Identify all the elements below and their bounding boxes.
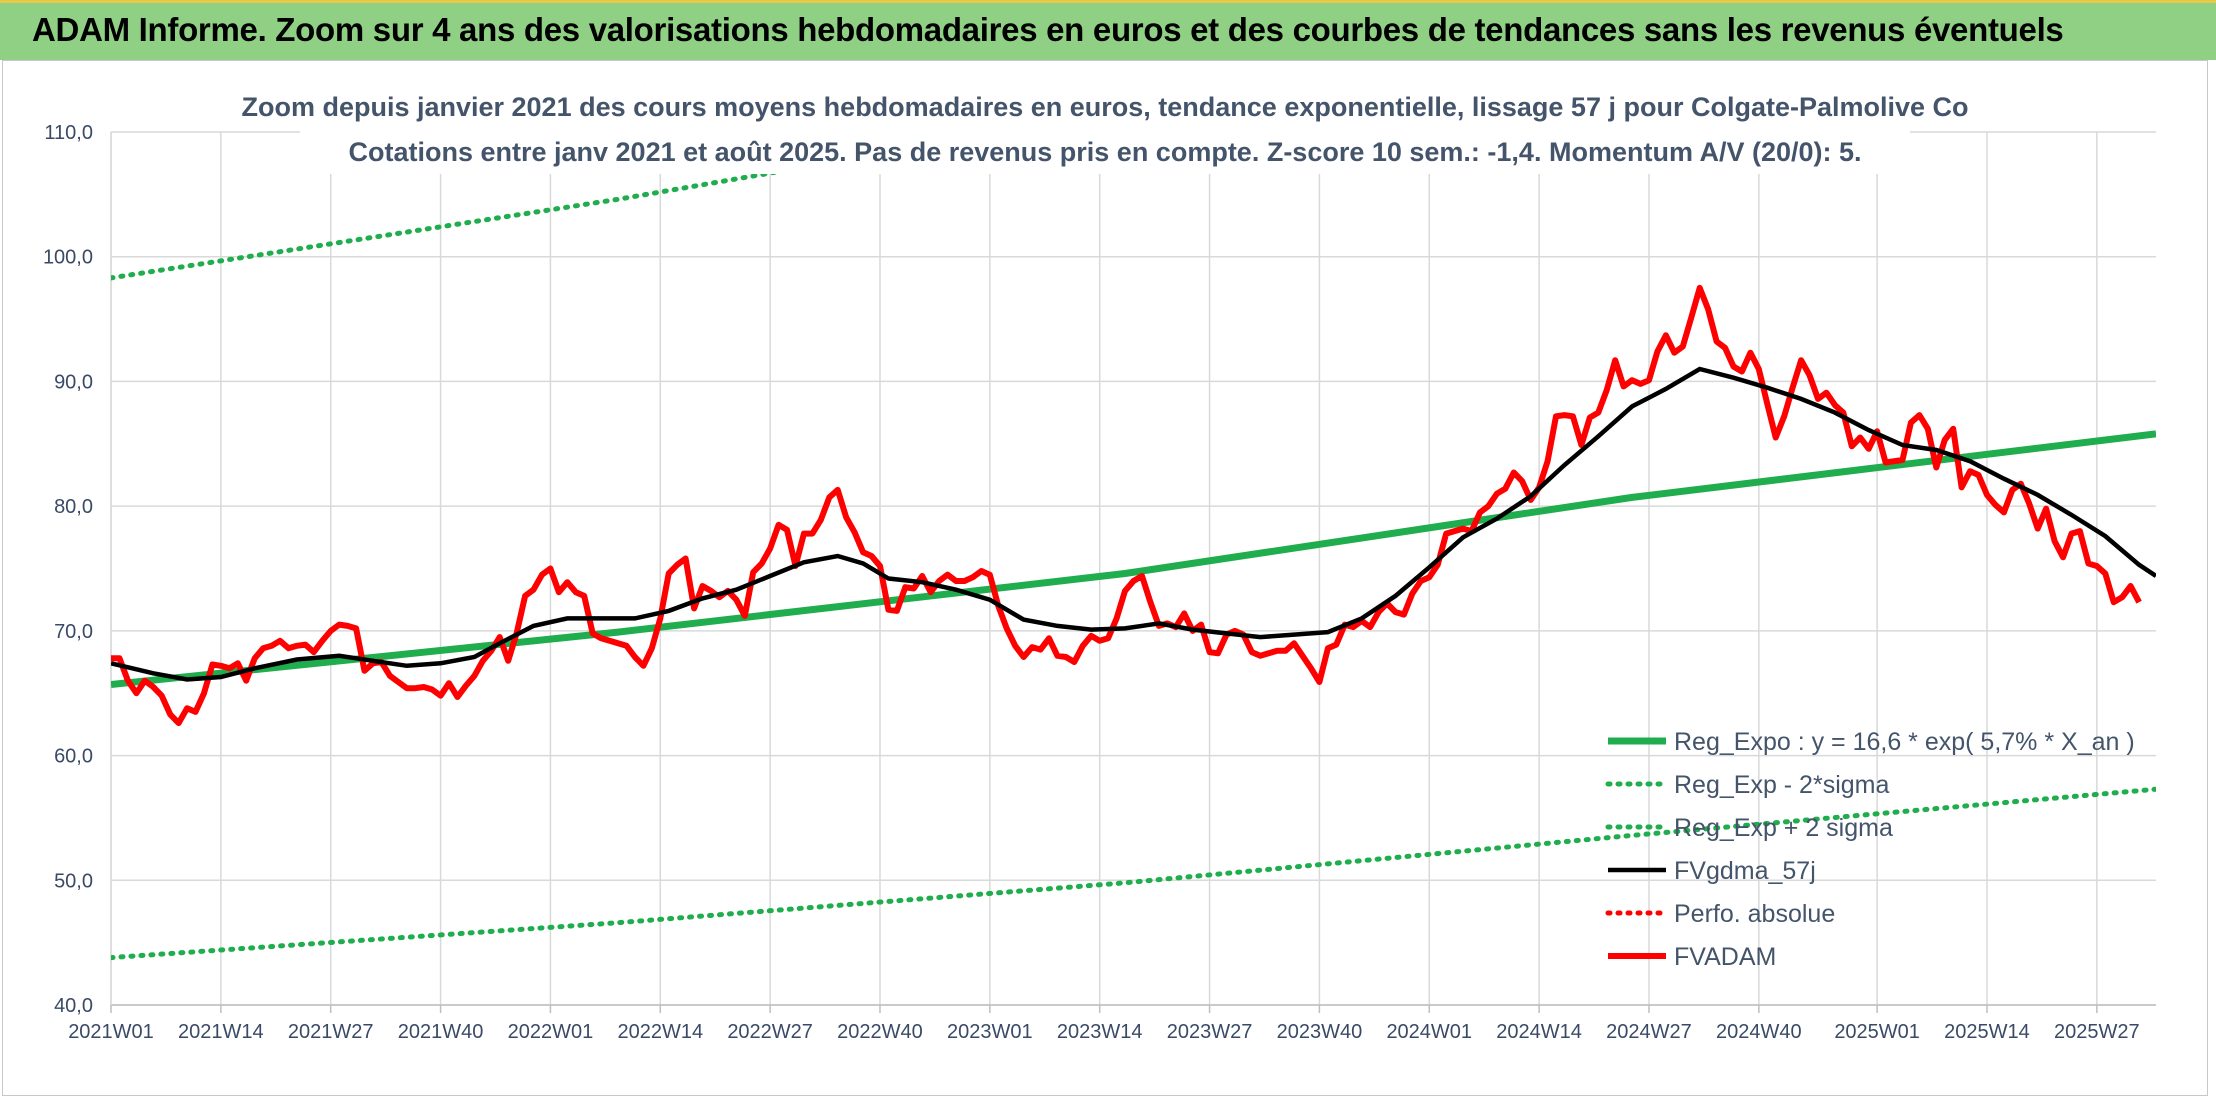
x-tick-label: 2024W01: [1386, 1021, 1472, 1043]
y-tick-label: 90,0: [54, 371, 93, 393]
series-line-reg-expo-y-16-6-exp-5-7-x-an: [111, 430, 2156, 688]
legend-label: FVADAM: [1674, 943, 1776, 971]
x-tick-label: 2023W14: [1057, 1021, 1143, 1043]
grid-lines: [110, 131, 2156, 1006]
x-tick-label: 2021W01: [68, 1021, 154, 1043]
series-line-fvgdma-57j: [111, 366, 2156, 682]
axes: 40,0 50,0 60,0 70,0 80,0 90,0 100,0 110,0 2021W0…: [43, 122, 2156, 1043]
series-line-reg-exp-2-sigma: [111, 786, 2156, 961]
y-tick-label: 80,0: [54, 496, 93, 518]
legend-label: Perfo. absolue: [1674, 900, 1835, 928]
y-tick-label: 110,0: [44, 122, 93, 144]
x-tick-label: 2024W27: [1606, 1021, 1692, 1043]
chart-frame: [2, 60, 2208, 1096]
x-tick-label: 2022W14: [617, 1021, 703, 1043]
x-tick-label: 2022W40: [837, 1021, 923, 1043]
legend-label: Reg_Expo : y = 16,6 * exp( 5,7% * X_an ): [1674, 728, 2135, 756]
y-tick-label: 40,0: [54, 995, 93, 1017]
x-tick-label: 2023W40: [1277, 1021, 1363, 1043]
report-title: ADAM Informe. Zoom sur 4 ans des valoris…: [32, 11, 2064, 48]
chart-title: Zoom depuis janvier 2021 des cours moyen…: [241, 82, 1969, 174]
y-tick-label: 70,0: [54, 621, 93, 643]
x-tick-label: 2022W01: [508, 1021, 594, 1043]
y-tick-label: 50,0: [54, 870, 93, 892]
y-tick-label: 100,0: [43, 247, 93, 269]
x-tick-label: 2024W14: [1496, 1021, 1582, 1043]
y-tick-label: 60,0: [54, 746, 93, 768]
x-tick-label: 2021W40: [398, 1021, 484, 1043]
legend: Reg_Expo : y = 16,6 * exp( 5,7% * X_an )…: [1605, 728, 2135, 971]
x-tick-label: 2023W27: [1167, 1021, 1253, 1043]
chart-title-line-1: Zoom depuis janvier 2021 des cours moyen…: [241, 92, 1968, 122]
series-line-reg-exp-2-sigma: [111, 132, 1024, 281]
x-tick-label: 2025W14: [1944, 1021, 2030, 1043]
x-tick-label: 2025W01: [1834, 1021, 1920, 1043]
title-backdrop: [300, 82, 1910, 174]
legend-label: FVgdma_57j: [1674, 857, 1816, 885]
chart-title-line-2: Cotations entre janv 2021 et août 2025. …: [348, 137, 1861, 167]
series-lines: [111, 132, 2156, 961]
x-tick-label: 2024W40: [1716, 1021, 1802, 1043]
series-line-fvadam: [111, 284, 2142, 727]
report-banner: ADAM Informe. Zoom sur 4 ans des valoris…: [0, 0, 2216, 60]
x-tick-label: 2021W14: [178, 1021, 264, 1043]
x-tick-label: 2022W27: [727, 1021, 813, 1043]
x-tick-label: 2023W01: [947, 1021, 1033, 1043]
x-tick-label: 2021W27: [288, 1021, 374, 1043]
legend-label: Reg_Exp + 2 sigma: [1674, 814, 1893, 842]
x-tick-label: 2025W27: [2054, 1021, 2140, 1043]
legend-label: Reg_Exp - 2*sigma: [1674, 771, 1889, 799]
